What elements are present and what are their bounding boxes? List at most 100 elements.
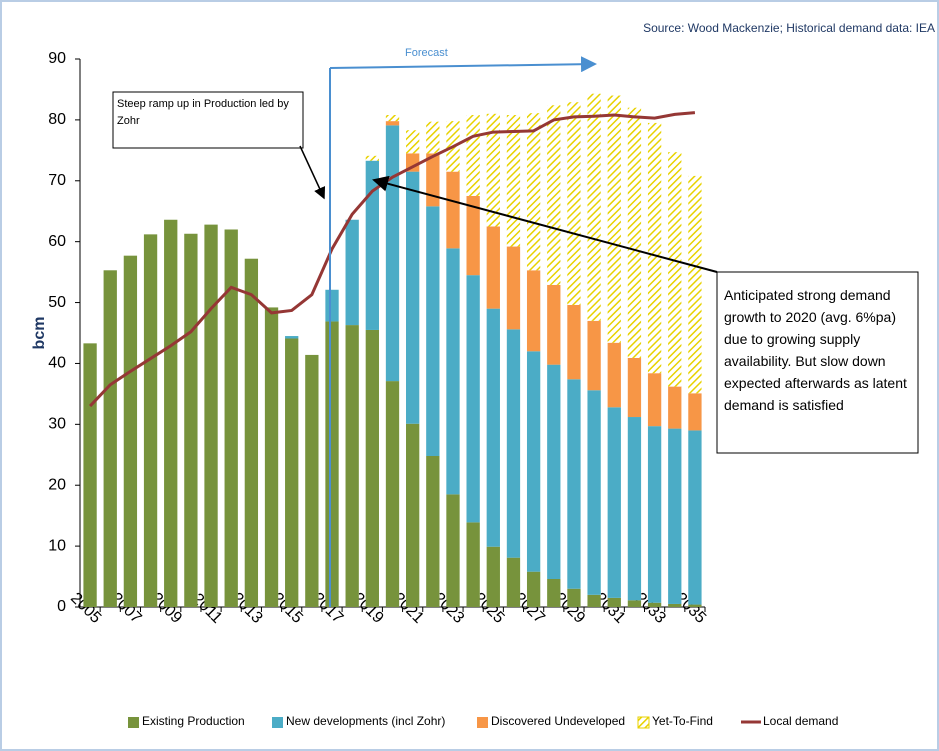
annotation-arrow <box>299 145 326 200</box>
bar <box>607 342 621 408</box>
bar <box>627 357 642 418</box>
bar <box>83 343 97 607</box>
y-tick-label: 60 <box>48 233 66 250</box>
bar <box>506 115 521 247</box>
annotation-text: Anticipated strong demand growth to 2020… <box>724 287 907 413</box>
bar <box>426 153 440 207</box>
bar <box>204 224 218 607</box>
annotation: Steep ramp up in Production led by Zohr <box>117 98 289 127</box>
bar <box>587 93 601 321</box>
line <box>88 111 696 408</box>
bar <box>526 351 541 572</box>
legend: Existing Production New developments (inc… <box>128 714 838 729</box>
bar <box>567 379 581 589</box>
bar <box>567 102 581 305</box>
legend-swatch <box>272 717 283 728</box>
bar <box>406 171 420 424</box>
bar <box>627 107 642 358</box>
legend-label: Discovered Undeveloped <box>491 714 625 728</box>
bar <box>446 248 460 495</box>
bar <box>607 407 621 598</box>
bar <box>547 364 561 579</box>
bar <box>547 578 561 607</box>
bar <box>486 308 500 547</box>
bar <box>224 229 238 607</box>
bar <box>647 602 662 607</box>
annotation-box <box>112 91 304 149</box>
bar <box>325 321 339 607</box>
bar <box>164 219 178 607</box>
bar <box>547 284 561 365</box>
bar <box>587 390 601 595</box>
bar <box>607 597 621 607</box>
y-tick-label: 10 <box>48 537 66 554</box>
bar <box>647 373 662 427</box>
bar <box>526 270 541 352</box>
bar <box>688 393 702 431</box>
annotation-arrow <box>372 175 718 273</box>
bar <box>486 113 500 227</box>
bar <box>426 121 440 154</box>
legend-label: New developments (incl Zohr) <box>286 714 445 728</box>
bar <box>668 428 682 604</box>
bar <box>466 275 480 523</box>
bar <box>385 381 400 607</box>
bar <box>345 325 359 607</box>
bar <box>345 219 359 326</box>
bar <box>587 594 601 607</box>
bar <box>123 255 138 607</box>
bar <box>264 307 279 607</box>
bar <box>446 171 460 249</box>
source: Source: Wood Mackenzie; Historical deman… <box>643 21 935 35</box>
bar <box>426 455 440 607</box>
forecast-label: Forecast <box>405 47 448 59</box>
bar <box>627 417 642 601</box>
annotation: Anticipated strong demand growth to 2020… <box>724 287 907 413</box>
annotation-box <box>716 271 919 454</box>
bar <box>688 175 702 394</box>
bar <box>668 603 682 607</box>
bar <box>486 546 500 607</box>
y-tick-label: 70 <box>48 172 66 189</box>
bar <box>466 522 480 607</box>
bar <box>466 115 480 196</box>
y-axis-label: bcm <box>31 317 48 350</box>
bar <box>466 196 480 276</box>
bar <box>325 289 339 322</box>
legend-label: Local demand <box>763 714 838 728</box>
bar <box>688 604 702 607</box>
y-tick-label: 40 <box>48 355 66 372</box>
bar <box>567 304 581 380</box>
bar <box>506 329 521 558</box>
bar <box>385 115 400 122</box>
bar <box>688 430 702 605</box>
bar <box>406 130 420 154</box>
bar <box>406 423 420 607</box>
bar <box>647 122 662 374</box>
y-tick-label: 0 <box>57 598 66 615</box>
y-tick-label: 20 <box>48 476 66 493</box>
bar <box>547 105 561 285</box>
bar <box>567 588 581 607</box>
bar <box>486 226 500 309</box>
bar <box>285 338 299 607</box>
bar <box>506 557 521 607</box>
bar <box>587 320 601 391</box>
y-tick-label: 80 <box>48 111 66 128</box>
bar <box>244 258 259 607</box>
bar <box>143 234 158 608</box>
bar <box>365 329 379 607</box>
bar <box>607 95 621 343</box>
bar <box>526 113 541 271</box>
bar <box>627 600 642 607</box>
annotation-text: Steep ramp up in Production led by Zohr <box>117 98 289 127</box>
bar <box>103 270 117 607</box>
legend-swatch <box>477 717 488 728</box>
bar <box>305 354 319 607</box>
bar <box>668 386 682 429</box>
bar <box>668 152 682 387</box>
